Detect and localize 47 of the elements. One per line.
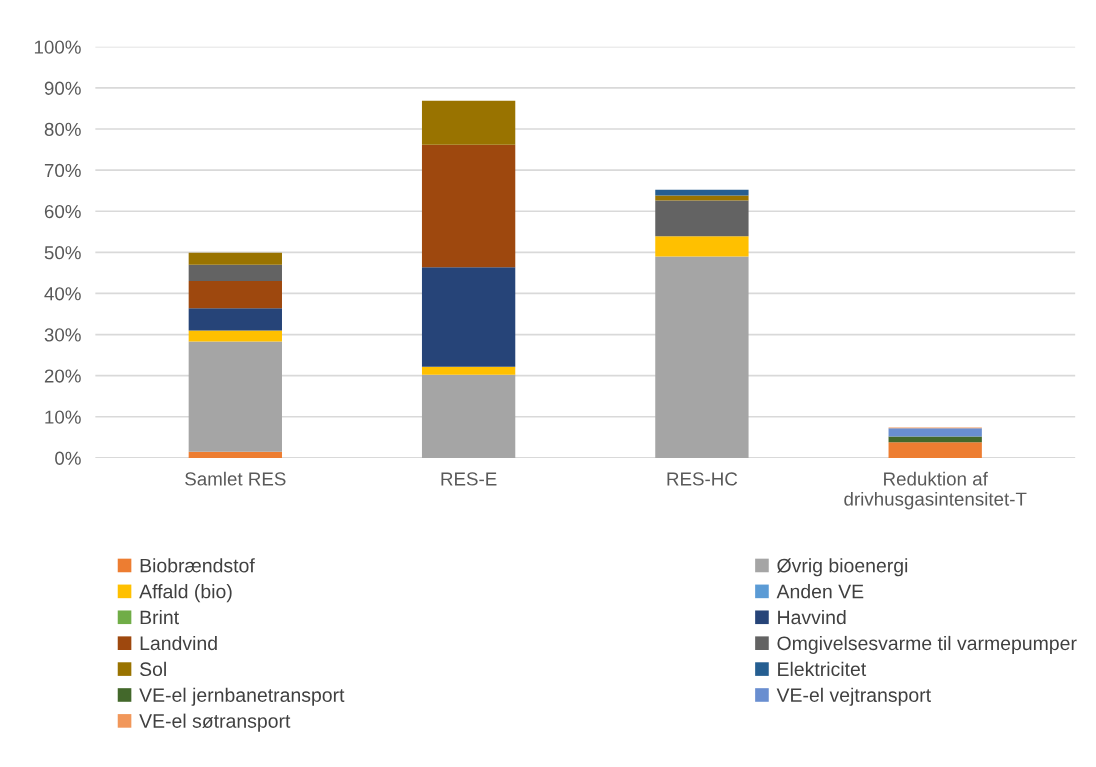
y-tick-label: 60% [44,204,81,219]
x-tick-label: Reduktion af drivhusgasintensitet-T [844,471,1027,510]
legend-label: Sol [140,661,166,677]
bar [888,442,982,458]
legend-label: VE-el søtransport [139,713,291,732]
y-tick-label: 90% [44,81,81,95]
y-tick-label: 10% [45,410,81,424]
x-tick-label: Samlet RES [185,471,286,486]
legend-label: VE-el vejtransport [776,687,931,706]
y-tick-label: 50% [44,246,81,260]
y-tick-label: 20% [44,369,81,383]
legend-label: Brint [140,609,179,625]
bar [188,451,282,458]
y-tick-label: 30% [44,328,81,342]
bar [421,366,516,375]
bar [188,264,282,282]
legend-label: Biobrændstof [140,558,255,573]
x-tick-label: RES-E [441,472,497,486]
bar [655,236,749,257]
legend-label: Havvind [778,609,846,625]
legend-label: Øvrig bioenergi [777,558,908,577]
bar [188,252,282,265]
bar [655,200,749,237]
legend-label: Elektricitet [778,661,867,677]
legend-label: Landvind [140,635,217,651]
bar [655,195,749,201]
y-tick-label: 0% [55,451,81,465]
bar [655,256,749,458]
y-tick-label: 100% [34,40,81,54]
y-tick-label: 70% [44,163,81,178]
bar [421,267,516,367]
bar [188,308,282,331]
legend-label: Omgivelsesvarme til varmepumper [777,635,1077,655]
bar [888,428,982,437]
bar [421,100,516,145]
x-tick-label: RES-HC [667,472,738,486]
legend-label: VE-el jernbanetransport [139,687,345,706]
legend-label: Anden VE [776,584,864,599]
y-tick-label: 80% [44,122,81,136]
bar [188,281,282,309]
legend-label: Affald (bio) [139,584,232,603]
bar [655,189,749,196]
bar [188,341,282,452]
bar [188,330,282,342]
y-tick-label: 40% [44,287,81,301]
bar [421,374,516,458]
bar [421,144,516,268]
